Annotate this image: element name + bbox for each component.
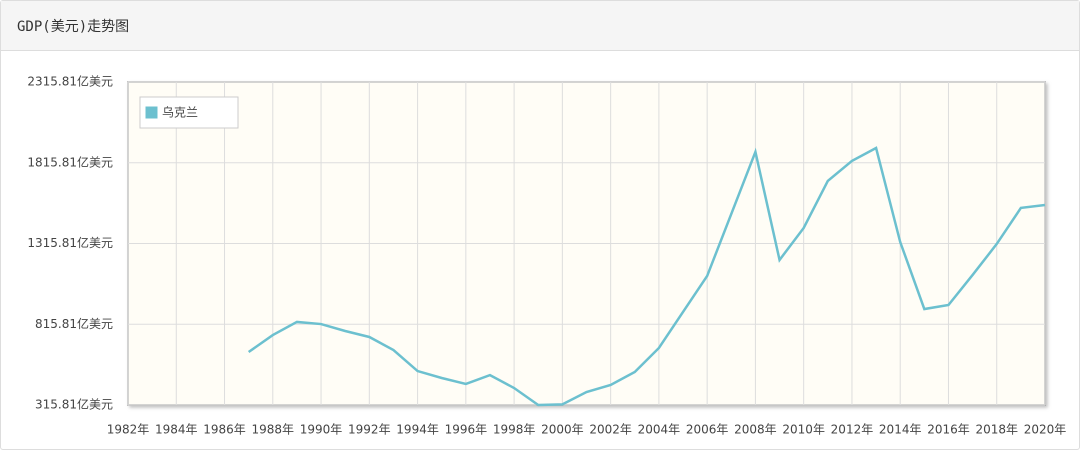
y-tick-label: 815.81亿美元 xyxy=(35,316,113,331)
x-tick-label: 1988年 xyxy=(252,423,295,437)
x-tick-label: 2000年 xyxy=(541,423,584,437)
x-tick-label: 1986年 xyxy=(203,423,246,437)
y-tick-label: 315.81亿美元 xyxy=(35,397,113,412)
x-tick-label: 1994年 xyxy=(396,423,439,437)
x-tick-label: 2010年 xyxy=(782,423,825,437)
x-tick-label: 2012年 xyxy=(831,423,874,437)
x-tick-label: 1990年 xyxy=(300,423,343,437)
x-tick-label: 2004年 xyxy=(638,423,681,437)
x-tick-label: 1982年 xyxy=(107,423,150,437)
x-tick-label: 2008年 xyxy=(734,423,777,437)
legend-label: 乌克兰 xyxy=(162,105,198,120)
line xyxy=(247,146,1046,407)
panel-title: GDP(美元)走势图 xyxy=(1,1,1079,51)
x-tick-label: 2020年 xyxy=(1024,423,1067,437)
legend-swatch xyxy=(144,105,159,120)
x-tick-label: 2002年 xyxy=(589,423,632,437)
x-tick-label: 2006年 xyxy=(686,423,729,437)
x-tick-label: 1998年 xyxy=(493,423,536,437)
x-tick-label: 2014年 xyxy=(879,423,922,437)
x-tick-label: 2016年 xyxy=(927,423,970,437)
x-tick-label: 2018年 xyxy=(975,423,1018,437)
x-tick-label: 1992年 xyxy=(348,423,391,437)
y-tick-label: 2315.81亿美元 xyxy=(27,74,113,89)
x-tick-label: 1996年 xyxy=(445,423,488,437)
x-tick-label: 1984年 xyxy=(155,423,198,437)
y-tick-label: 1315.81亿美元 xyxy=(27,235,113,250)
y-tick-label: 1815.81亿美元 xyxy=(27,154,113,169)
